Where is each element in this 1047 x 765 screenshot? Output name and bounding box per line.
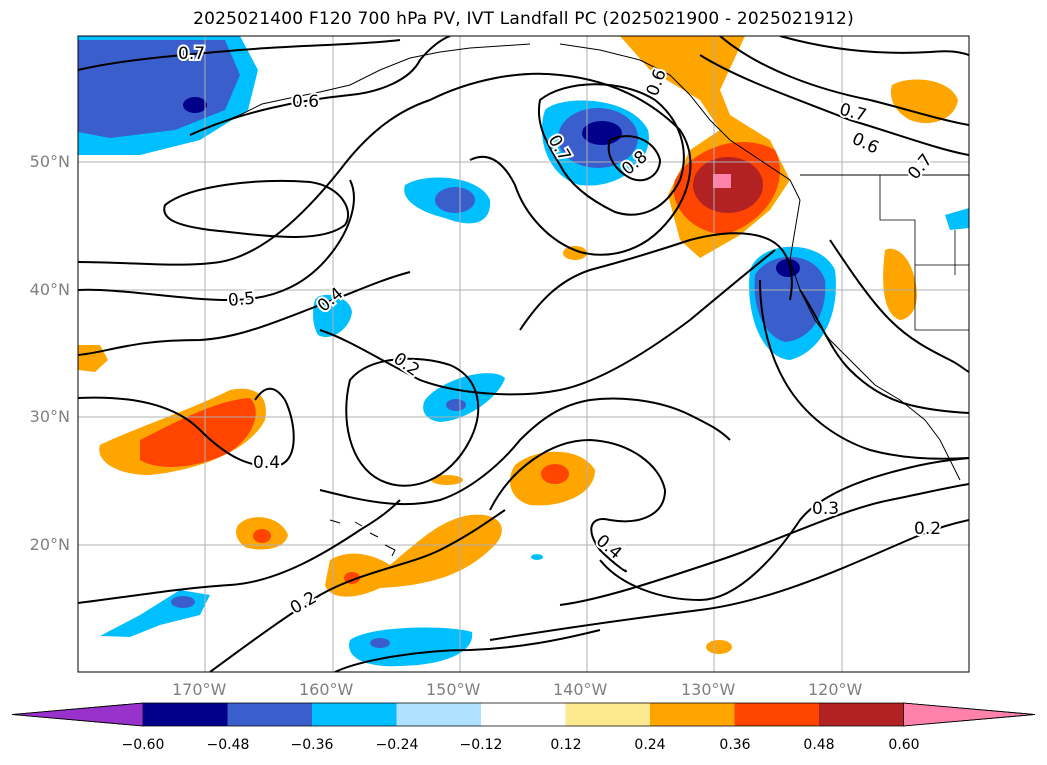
colorbar-tick-label: −0.60 <box>121 737 165 753</box>
contour-0.7-gulf <box>537 83 685 216</box>
contour-0.6-ne <box>779 36 969 56</box>
contour-label: 0.2 <box>914 519 941 539</box>
east-edge-blue-patch <box>945 208 969 230</box>
shaded-positive-regions <box>78 36 958 654</box>
colorbar-tick-label: 0.12 <box>550 737 582 753</box>
colorbar-segment <box>227 703 312 726</box>
south-blue-streak <box>349 627 473 667</box>
contour-label: 0.7 <box>178 44 205 64</box>
colorbar-outline <box>11 702 1036 727</box>
contour-label: 0.5 <box>227 289 256 311</box>
colorbar-tick-label: 0.24 <box>634 737 666 753</box>
us-state-lines <box>879 175 969 331</box>
contour-long-east <box>599 457 969 602</box>
contour-0.8 <box>607 135 662 182</box>
map-plot-area: 0.7 0.6 0.7 0.8 0.6 0.7 0.6 0.7 0.5 0.4 … <box>78 36 969 672</box>
gulf-of-alaska-coast <box>559 43 801 201</box>
contour-subtropic <box>319 397 731 506</box>
lat-label-50n: 50°N <box>29 152 70 171</box>
contour-0.2-sw <box>209 509 506 672</box>
contour-0.6-east <box>699 54 969 156</box>
colorbar-tick-label: 0.60 <box>888 737 920 753</box>
contour-0.4-south-loop <box>489 438 667 573</box>
colorbar-segment <box>143 703 228 726</box>
contour-0.7-east <box>719 36 969 126</box>
contour-0.2-south <box>78 499 401 604</box>
colorbar-tick-label: −0.12 <box>459 737 503 753</box>
lat-label-30n: 30°N <box>29 407 70 426</box>
contour-0.4-loop <box>78 271 411 356</box>
southwest-orange-band <box>325 514 502 597</box>
figure-title: 2025021400 F120 700 hPa PV, IVT Landfall… <box>193 9 854 29</box>
colorbar-segment <box>312 703 397 726</box>
map-gridlines <box>78 36 969 672</box>
colorbar <box>11 702 1036 727</box>
contour-0.5 <box>78 179 355 302</box>
pv-contours <box>78 36 969 672</box>
colorbar-segment <box>565 703 650 726</box>
east-orange-patch <box>883 248 917 320</box>
contour-label: 0.3 <box>812 499 839 519</box>
colorbar-tick-label: −0.24 <box>375 737 419 753</box>
alaska-coast <box>189 43 531 136</box>
colorbar-tick-label: 0.48 <box>803 737 835 753</box>
colorbar-segment <box>396 703 481 726</box>
contour-0.4-sw <box>78 387 295 467</box>
contour-0.4-east <box>829 239 969 373</box>
colorbar-segment <box>481 703 566 726</box>
contour-0.7-top <box>78 39 401 71</box>
contour-0.6-gulf <box>429 72 692 256</box>
ne-orange-patch <box>890 79 958 124</box>
colorbar-tick-label: −0.48 <box>206 737 250 753</box>
lon-label-160w: 160°W <box>299 680 354 699</box>
contour-label: 0.6 <box>292 92 319 112</box>
lon-label-120w: 120°W <box>808 680 863 699</box>
lon-label-170w: 170°W <box>172 680 227 699</box>
colorbar-tick-label: −0.36 <box>290 737 334 753</box>
contour-label: 0.4 <box>253 453 280 473</box>
contour-0.4-west <box>78 99 431 266</box>
contour-mid-ridge <box>319 249 776 396</box>
colorbar-segment <box>819 703 904 726</box>
contour-0.2-east <box>489 519 969 641</box>
lon-label-150w: 150°W <box>426 680 481 699</box>
contour-0.2-closed <box>345 357 480 487</box>
colorbar-segment <box>734 703 819 726</box>
map-frame <box>77 35 970 673</box>
contour-trough <box>519 232 793 331</box>
small-blue-patch-30n <box>423 373 505 422</box>
colorbar-tick-label: 0.36 <box>719 737 751 753</box>
nw-blue-region-inner <box>78 40 240 138</box>
us-west-coast <box>789 199 961 481</box>
contour-coastal <box>799 289 969 414</box>
coastlines <box>189 43 969 557</box>
lat-label-20n: 20°N <box>29 535 70 554</box>
colorbar-segment <box>650 703 735 726</box>
contour-south-bend <box>759 279 969 460</box>
lon-label-140w: 140°W <box>553 680 608 699</box>
colorbar-extend-min <box>11 702 144 727</box>
contour-bottom <box>334 629 601 672</box>
lat-label-40n: 40°N <box>29 280 70 299</box>
hawaii-islands <box>329 519 396 557</box>
lon-label-130w: 130°W <box>681 680 736 699</box>
contour-0.3 <box>559 483 969 606</box>
colorbar-extend-max <box>903 702 1036 727</box>
contour-0.7-closed <box>163 179 350 238</box>
contour-0.6-top <box>189 36 451 136</box>
